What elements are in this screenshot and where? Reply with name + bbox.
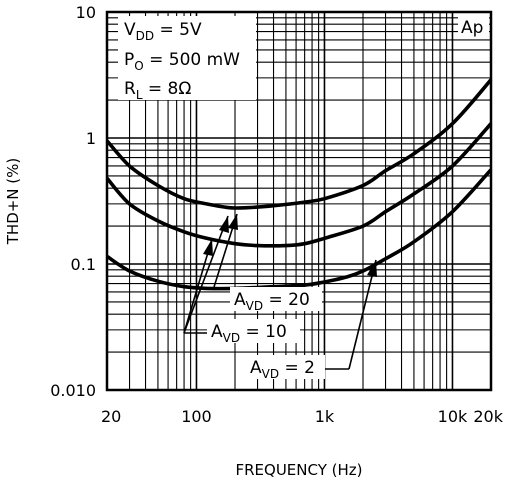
arrowhead-avd2 [367, 260, 377, 277]
annotation-avd10: AVD = 10 [183, 215, 300, 345]
x-tick-label: 1k [315, 407, 335, 426]
annotation-avd2: AVD = 2 [245, 259, 377, 381]
ap-tag: Ap [461, 18, 483, 38]
condition-vdd: VDD = 5V [124, 20, 202, 43]
ap-tag-background [458, 15, 489, 37]
arrowhead-avd10 [203, 239, 213, 256]
annotation-avd20: AVD = 20 [213, 213, 322, 313]
x-tick-label: 20 [101, 407, 121, 426]
condition-rl: RL = 8Ω [124, 79, 191, 102]
arrowhead-avd20 [228, 214, 238, 230]
x-tick-label: 100 [181, 407, 212, 426]
y-tick-labels: 10 1 0.1 0.010 [50, 3, 96, 400]
y-tick-label: 10 [76, 3, 96, 22]
condition-po: PO = 500 mW [124, 50, 240, 73]
y-tick-label: 0.1 [71, 255, 96, 274]
y-tick-label: 0.010 [50, 381, 96, 400]
curve-avd2 [106, 168, 493, 291]
x-tick-labels: 20 100 1k 10k 20k [101, 407, 504, 426]
y-tick-label: 1 [86, 129, 96, 148]
curve-avd10 [105, 122, 493, 248]
label-avd10: AVD = 10 [211, 322, 287, 345]
y-axis-label: THD+N (%) [4, 158, 22, 246]
x-axis-label: FREQUENCY (Hz) [235, 461, 362, 479]
conditions-background [118, 16, 256, 100]
leader-avd2 [348, 259, 377, 370]
curve-avd20 [105, 78, 493, 210]
plot-frame [105, 10, 493, 392]
x-tick-label: 20k [473, 407, 503, 426]
x-tick-label: 10k [438, 407, 468, 426]
label-avd20: AVD = 20 [234, 290, 310, 313]
label-avd2: AVD = 2 [250, 358, 315, 381]
series-group [105, 78, 493, 291]
